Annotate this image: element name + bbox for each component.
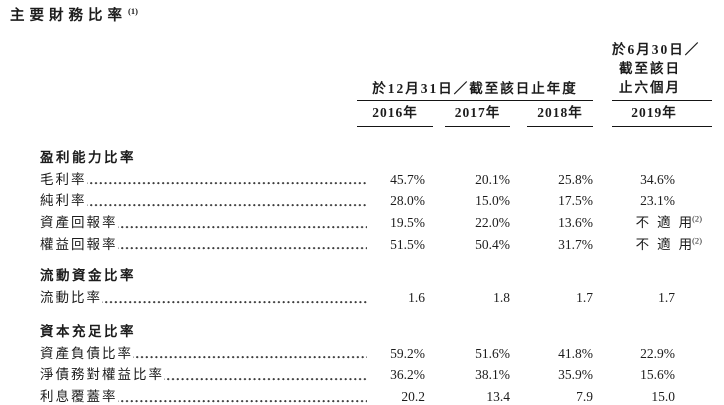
dot-leader — [117, 233, 367, 256]
dot-leader — [86, 168, 367, 191]
year-header-2019: 2019年 — [612, 101, 712, 127]
value-2017: 13.4 — [486, 388, 510, 404]
value-2018: 17.5% — [558, 193, 593, 209]
section-liquidity: 流動資金比率 流動比率 1.6 1.8 1.7 1.7 — [40, 265, 712, 309]
section-profitability: 盈利能力比率 毛利率 45.7% 20.1% 25.8% 34.6% 純利率 2… — [40, 147, 712, 256]
na-text: 不適用 — [635, 236, 701, 252]
value-2017: 20.1% — [475, 171, 510, 187]
row-label: 資產回報率 — [40, 215, 118, 231]
table-row-gearing-ratio: 資產負債比率 59.2% 51.6% 41.8% 22.9% — [40, 342, 712, 365]
header-annual-group: 於12月31日／截至該日止年度 — [357, 43, 593, 101]
value-2016: 1.6 — [408, 290, 425, 306]
value-2017: 15.0% — [475, 193, 510, 209]
table-row-gross-margin: 毛利率 45.7% 20.1% 25.8% 34.6% — [40, 168, 712, 191]
table-row-net-margin: 純利率 28.0% 15.0% 17.5% 23.1% — [40, 190, 712, 213]
footnote-marker: (2) — [692, 235, 702, 246]
value-2017: 22.0% — [475, 215, 510, 231]
value-2016: 20.2 — [401, 388, 425, 404]
na-text: 不適用 — [635, 215, 701, 231]
row-label: 流動比率 — [40, 290, 102, 306]
table-row-return-on-assets: 資產回報率 19.5% 22.0% 13.6% 不適用(2) — [40, 212, 712, 234]
table-row-interest-coverage: 利息覆蓋率 20.2 13.4 7.9 15.0 — [40, 385, 712, 405]
value-2018: 1.7 — [576, 290, 593, 306]
value-2017: 38.1% — [475, 367, 510, 383]
dot-leader — [117, 212, 367, 234]
footnote-marker: (2) — [692, 213, 702, 224]
section-title: 資本充足比率 — [40, 323, 136, 339]
header-interim-line3: 止六個月 — [619, 80, 681, 95]
row-label: 純利率 — [40, 193, 87, 209]
section-capital-adequacy: 資本充足比率 資產負債比率 59.2% 51.6% 41.8% 22.9% 淨債… — [40, 321, 712, 405]
value-2016: 45.7% — [390, 171, 425, 187]
year-header-2017: 2017年 — [445, 101, 510, 127]
value-2019: 不適用(2) — [612, 234, 712, 256]
table-header-groups: 於12月31日／截至該日止年度 於6月30日／ 截至該日 止六個月 — [40, 42, 712, 101]
table-body: 盈利能力比率 毛利率 45.7% 20.1% 25.8% 34.6% 純利率 2… — [40, 147, 712, 405]
value-2018: 13.6% — [558, 215, 593, 231]
page-title-text: 主要財務比率 — [10, 8, 127, 24]
section-title: 流動資金比率 — [40, 268, 136, 284]
title-footnote-marker: (1) — [128, 6, 138, 17]
header-label-spacer — [40, 101, 357, 127]
value-2019: 34.6% — [640, 171, 675, 187]
value-2016: 59.2% — [390, 345, 425, 361]
value-2019: 1.7 — [658, 290, 675, 306]
header-interim-line2: 截至該日 — [619, 61, 681, 76]
value-2016: 19.5% — [390, 215, 425, 231]
header-interim-group: 於6月30日／ 截至該日 止六個月 — [612, 42, 712, 101]
value-2016: 36.2% — [390, 367, 425, 383]
page-title: 主要財務比率(1) — [10, 4, 138, 25]
table-header-years: 2016年 2017年 2018年 2019年 — [40, 101, 712, 127]
table-row-current-ratio: 流動比率 1.6 1.8 1.7 1.7 — [40, 287, 712, 309]
value-2018: 25.8% — [558, 171, 593, 187]
financial-ratios-table: 於12月31日／截至該日止年度 於6月30日／ 截至該日 止六個月 2016年 … — [40, 42, 712, 405]
value-2016: 28.0% — [390, 193, 425, 209]
year-header-2018: 2018年 — [527, 101, 593, 127]
row-label: 資產負債比率 — [40, 345, 133, 361]
value-2018: 7.9 — [576, 388, 593, 404]
value-2017: 50.4% — [475, 236, 510, 252]
row-label: 淨債務對權益比率 — [40, 367, 164, 383]
table-row-return-on-equity: 權益回報率 51.5% 50.4% 31.7% 不適用(2) — [40, 233, 712, 256]
year-header-2016: 2016年 — [357, 101, 433, 127]
dot-leader — [102, 287, 367, 309]
dot-leader — [86, 190, 367, 213]
row-label: 毛利率 — [40, 171, 87, 187]
value-2017: 1.8 — [493, 290, 510, 306]
value-2016: 51.5% — [390, 236, 425, 252]
value-2018: 31.7% — [558, 236, 593, 252]
value-2017: 51.6% — [475, 345, 510, 361]
value-2018: 35.9% — [558, 367, 593, 383]
table-row-net-debt-to-equity: 淨債務對權益比率 36.2% 38.1% 35.9% 15.6% — [40, 364, 712, 386]
row-label: 權益回報率 — [40, 236, 118, 252]
value-2019: 不適用(2) — [612, 212, 712, 234]
section-title: 盈利能力比率 — [40, 150, 136, 165]
dot-leader — [133, 342, 367, 365]
value-2019: 15.0 — [651, 388, 675, 404]
value-2019: 15.6% — [640, 367, 675, 383]
header-interim-line1: 於6月30日／ — [612, 42, 701, 57]
value-2018: 41.8% — [558, 345, 593, 361]
value-2019: 22.9% — [640, 345, 675, 361]
value-2019: 23.1% — [640, 193, 675, 209]
header-label-spacer — [40, 43, 357, 101]
dot-leader — [117, 385, 367, 405]
dot-leader — [164, 364, 367, 386]
row-label: 利息覆蓋率 — [40, 388, 118, 404]
